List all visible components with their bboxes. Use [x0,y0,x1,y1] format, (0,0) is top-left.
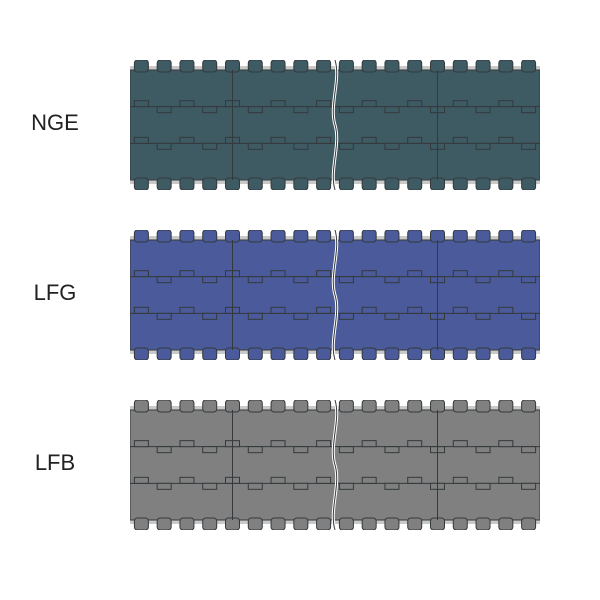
label-lfb: LFB [0,450,110,476]
belt-lfg [130,230,540,360]
label-nge: NGE [0,110,110,136]
row-lfg: LFG [0,230,600,360]
row-lfb: LFB [0,400,600,530]
belt-nge [130,60,540,190]
label-lfg: LFG [0,280,110,306]
row-nge: NGE [0,60,600,190]
belt-lfb [130,400,540,530]
belt-swatch-diagram: NGE LFG LFB [0,0,600,600]
